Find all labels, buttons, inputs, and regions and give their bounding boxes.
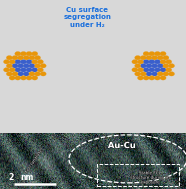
Circle shape <box>160 76 166 80</box>
Circle shape <box>40 64 46 68</box>
Circle shape <box>149 51 155 56</box>
Circle shape <box>157 56 163 60</box>
Circle shape <box>15 68 21 72</box>
Circle shape <box>6 56 12 60</box>
Circle shape <box>140 72 146 76</box>
Circle shape <box>18 72 24 76</box>
Text: TiO₂ (anatase): TiO₂ (anatase) <box>25 148 44 175</box>
Circle shape <box>143 51 149 56</box>
Circle shape <box>26 60 32 64</box>
Circle shape <box>20 68 26 72</box>
Circle shape <box>143 60 149 64</box>
Circle shape <box>146 56 152 60</box>
Circle shape <box>9 76 15 80</box>
Circle shape <box>135 72 141 76</box>
Circle shape <box>26 68 32 72</box>
Circle shape <box>15 51 21 56</box>
Circle shape <box>143 68 149 72</box>
Circle shape <box>135 64 141 68</box>
Circle shape <box>34 72 41 76</box>
Text: Cu surface
segregation
under H₂: Cu surface segregation under H₂ <box>63 7 111 28</box>
Circle shape <box>157 72 163 76</box>
Circle shape <box>137 68 144 72</box>
Circle shape <box>18 64 24 68</box>
Circle shape <box>6 64 12 68</box>
Text: Au-Cu: Au-Cu <box>108 141 136 150</box>
Circle shape <box>135 56 141 60</box>
Circle shape <box>160 68 166 72</box>
Circle shape <box>32 76 38 80</box>
Circle shape <box>40 72 46 76</box>
Circle shape <box>149 60 155 64</box>
Text: Stable FCC
structure during H₂
exposure: Stable FCC structure during H₂ exposure <box>130 171 170 184</box>
Circle shape <box>152 56 158 60</box>
Circle shape <box>29 56 35 60</box>
Circle shape <box>12 72 18 76</box>
Circle shape <box>146 64 152 68</box>
Circle shape <box>154 68 161 72</box>
Circle shape <box>23 64 29 68</box>
Circle shape <box>9 68 15 72</box>
Circle shape <box>169 64 175 68</box>
Circle shape <box>29 72 35 76</box>
Circle shape <box>157 64 163 68</box>
Circle shape <box>20 76 26 80</box>
Circle shape <box>12 56 18 60</box>
Circle shape <box>149 68 155 72</box>
Circle shape <box>34 56 41 60</box>
Circle shape <box>37 60 43 64</box>
Circle shape <box>15 60 21 64</box>
Circle shape <box>20 60 26 64</box>
Circle shape <box>32 60 38 64</box>
Circle shape <box>160 51 166 56</box>
Circle shape <box>15 76 21 80</box>
Circle shape <box>26 51 32 56</box>
Circle shape <box>163 56 169 60</box>
Circle shape <box>32 51 38 56</box>
Circle shape <box>140 56 146 60</box>
Circle shape <box>146 72 152 76</box>
Circle shape <box>154 60 161 64</box>
Circle shape <box>143 76 149 80</box>
Circle shape <box>163 72 169 76</box>
Circle shape <box>6 72 12 76</box>
Circle shape <box>166 60 172 64</box>
Circle shape <box>132 68 138 72</box>
Text: nm: nm <box>20 173 33 182</box>
Circle shape <box>154 76 161 80</box>
Bar <box>97 164 179 186</box>
Circle shape <box>20 51 26 56</box>
Circle shape <box>18 56 24 60</box>
Circle shape <box>4 60 10 64</box>
Circle shape <box>132 60 138 64</box>
Circle shape <box>149 76 155 80</box>
Circle shape <box>12 64 18 68</box>
Circle shape <box>9 60 15 64</box>
Circle shape <box>152 72 158 76</box>
Circle shape <box>37 68 43 72</box>
Circle shape <box>23 72 29 76</box>
Circle shape <box>154 51 161 56</box>
Circle shape <box>163 64 169 68</box>
Text: 2: 2 <box>8 173 13 182</box>
Circle shape <box>34 64 41 68</box>
Circle shape <box>140 64 146 68</box>
Circle shape <box>137 76 144 80</box>
Circle shape <box>23 56 29 60</box>
Circle shape <box>137 60 144 64</box>
Circle shape <box>29 64 35 68</box>
Circle shape <box>4 68 10 72</box>
Circle shape <box>169 72 175 76</box>
Circle shape <box>32 68 38 72</box>
Circle shape <box>26 76 32 80</box>
Circle shape <box>160 60 166 64</box>
Circle shape <box>152 64 158 68</box>
Circle shape <box>166 68 172 72</box>
